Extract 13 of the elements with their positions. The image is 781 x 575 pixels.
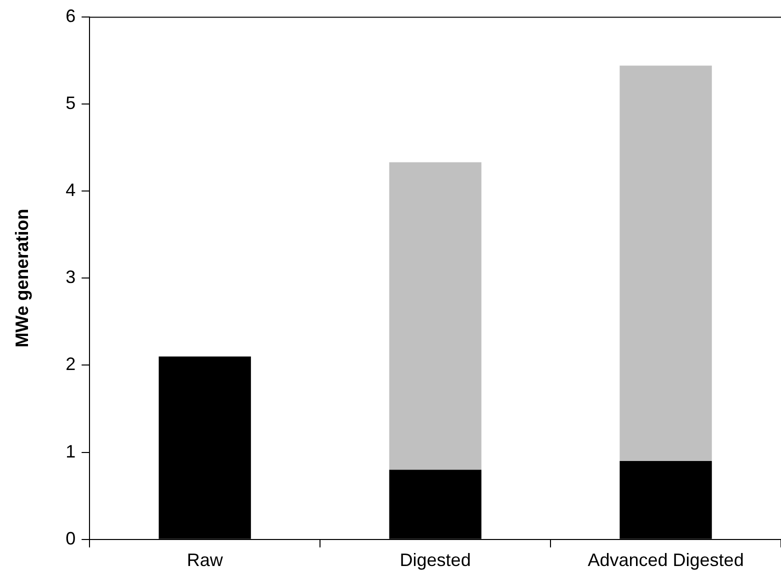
y-tick-label: 1 [66, 441, 76, 462]
x-tick-label: Digested [400, 550, 471, 570]
bar [620, 66, 712, 462]
y-tick-label: 5 [66, 92, 76, 113]
y-tick-label: 2 [66, 354, 76, 374]
x-tick-label: Advanced Digested [588, 550, 744, 570]
x-tick-label: Raw [186, 550, 224, 570]
y-tick-label: 0 [66, 528, 76, 548]
y-tick-label: 4 [66, 180, 76, 200]
y-axis-title: MWe generation [12, 208, 32, 348]
y-tick-label: 3 [66, 267, 76, 288]
bar [389, 162, 482, 470]
y-tick-label: 6 [66, 6, 76, 26]
